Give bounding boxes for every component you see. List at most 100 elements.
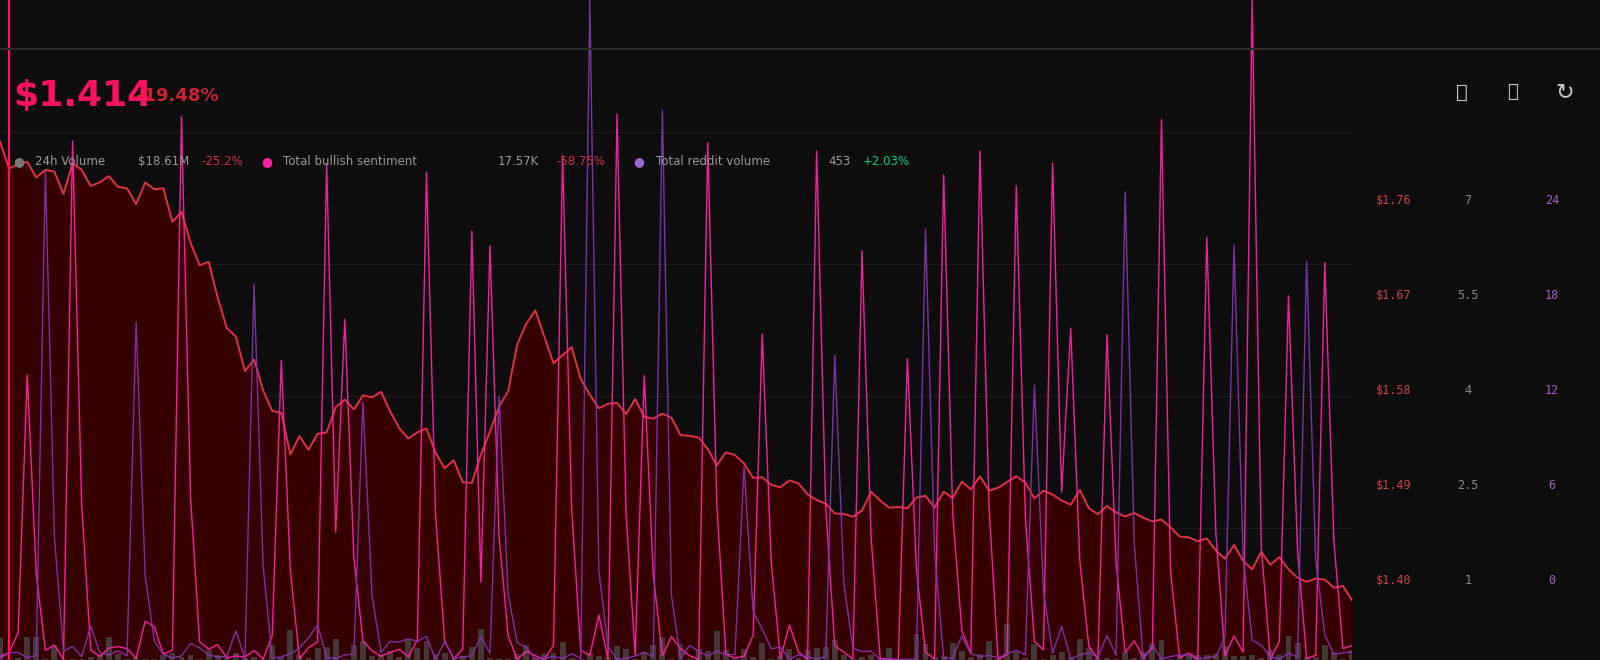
Bar [34,637,40,660]
Text: 1: 1 [1464,574,1472,587]
Bar [296,655,302,660]
Bar [269,645,275,660]
Text: $1.414: $1.414 [13,79,152,113]
Bar [560,642,565,660]
Bar [795,659,802,660]
Bar [486,659,493,660]
Bar [750,657,757,660]
Text: 12: 12 [1546,384,1558,397]
Bar [733,659,738,660]
Bar [1277,655,1282,660]
Bar [414,648,421,660]
Bar [904,659,910,660]
Bar [187,655,194,660]
Bar [24,637,30,660]
Bar [1203,655,1210,660]
Bar [850,659,856,660]
Text: 🔔: 🔔 [1456,83,1467,102]
Bar [224,658,230,660]
Bar [832,640,838,660]
Bar [677,644,683,660]
Bar [506,659,510,660]
Bar [261,659,266,660]
Bar [70,659,75,660]
Bar [0,638,3,660]
Text: -58.75%: -58.75% [557,155,606,168]
Text: +2.03%: +2.03% [862,155,909,168]
Bar [51,645,58,660]
Bar [859,657,866,660]
Bar [142,659,149,660]
Bar [360,641,366,660]
Bar [595,656,602,660]
Bar [1258,659,1264,660]
Bar [133,657,139,660]
Text: 📶: 📶 [1507,83,1518,102]
Bar [877,659,883,660]
Bar [432,654,438,660]
Bar [106,637,112,660]
Bar [1158,640,1165,660]
Bar [1339,659,1346,660]
Bar [1050,655,1056,660]
Bar [923,644,928,660]
Bar [333,640,339,660]
Bar [1267,650,1274,660]
Bar [978,654,982,660]
Bar [469,647,475,660]
Bar [61,659,67,660]
Bar [1059,652,1064,660]
Bar [787,649,792,660]
Bar [288,630,293,660]
Bar [896,659,901,660]
Bar [387,651,394,660]
Bar [496,659,502,660]
Bar [397,657,402,660]
Bar [941,656,947,660]
Text: ●: ● [261,155,272,168]
Bar [1222,646,1227,660]
Bar [1213,654,1219,660]
Bar [1032,644,1037,660]
Bar [234,653,238,660]
Bar [424,642,429,660]
Bar [1240,656,1246,660]
Bar [451,658,456,660]
Text: Total reddit volume: Total reddit volume [656,155,770,168]
Bar [723,650,730,660]
Bar [197,659,203,660]
Bar [1186,655,1192,660]
Bar [514,655,520,660]
Bar [541,653,547,660]
Bar [1094,658,1101,660]
Bar [115,655,122,660]
Bar [125,659,130,660]
Bar [931,657,938,660]
Bar [550,653,557,660]
Bar [886,648,893,660]
Bar [1005,624,1010,660]
Text: 24h Volume: 24h Volume [35,155,106,168]
Bar [822,647,829,660]
Bar [1141,653,1146,660]
Text: 453: 453 [829,155,851,168]
Bar [622,649,629,660]
Bar [523,645,530,660]
Bar [1077,639,1083,660]
Bar [686,659,693,660]
Bar [306,659,312,660]
Bar [814,648,819,660]
Bar [714,630,720,660]
Bar [1195,655,1200,660]
Bar [605,657,611,660]
Bar [152,659,157,660]
Bar [1294,644,1301,660]
Bar [170,653,176,660]
Bar [78,659,85,660]
Bar [741,649,747,660]
Bar [587,653,592,660]
Bar [160,655,166,660]
Bar [1067,657,1074,660]
Bar [98,655,102,660]
Bar [1131,658,1138,660]
